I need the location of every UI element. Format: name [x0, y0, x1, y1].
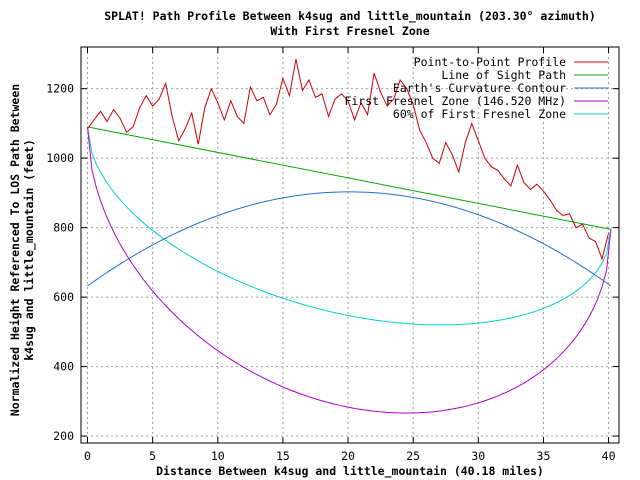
legend-label: First Fresnel Zone (146.520 MHz) — [344, 94, 566, 108]
x-tick-label: 35 — [537, 449, 551, 463]
x-axis-label: Distance Between k4sug and little_mounta… — [156, 464, 544, 479]
terrain-profile-line — [87, 59, 610, 261]
grid — [81, 47, 619, 443]
y-tick-label: 800 — [53, 221, 74, 235]
legend-label: 60% of First Fresnel Zone — [393, 107, 566, 121]
line-of-sight-line — [87, 126, 612, 230]
series-group — [87, 59, 612, 414]
y-tick-label: 400 — [53, 360, 74, 374]
y-tick-label: 1000 — [46, 151, 74, 165]
y-tick-label: 200 — [53, 429, 74, 443]
chart-title: SPLAT! Path Profile Between k4sug and li… — [104, 9, 596, 24]
chart-subtitle: With First Fresnel Zone — [270, 24, 429, 38]
x-tick-label: 15 — [276, 449, 290, 463]
y-tick-label: 1200 — [46, 82, 74, 96]
fresnel-zone-line — [87, 126, 612, 414]
legend-label: Line of Sight Path — [441, 68, 566, 82]
legend-label: Earth's Curvature Contour — [393, 81, 566, 95]
fresnel-60-line — [87, 126, 612, 326]
y-tick-label: 600 — [53, 290, 74, 304]
x-tick-label: 10 — [211, 449, 225, 463]
y-axis-label-line-2: k4sug and little_mountain (feet) — [22, 139, 37, 361]
legend-label: Point-to-Point Profile — [414, 55, 566, 69]
x-tick-label: 25 — [406, 449, 420, 463]
x-tick-label: 5 — [149, 449, 156, 463]
x-tick-label: 40 — [602, 449, 616, 463]
ticks: 0 5 10 15 20 25 30 35 40 200 400 600 800 1000 1200 — [46, 47, 619, 463]
earth-curvature-line — [87, 191, 612, 287]
x-tick-label: 20 — [341, 449, 355, 463]
x-tick-label: 30 — [471, 449, 485, 463]
x-tick-label: 0 — [84, 449, 91, 463]
y-axis-label-line-1: Normalized Height Referenced To LOS Path… — [8, 84, 22, 416]
plot-frame — [80, 46, 620, 444]
